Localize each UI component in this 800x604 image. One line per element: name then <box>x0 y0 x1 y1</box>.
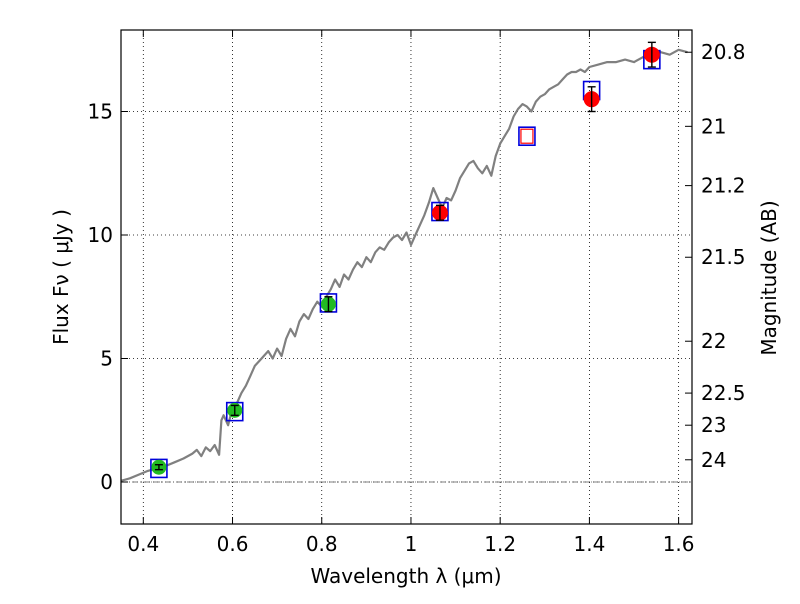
right-axis-label: Magnitude (AB) <box>757 200 781 355</box>
right-tick-label: 21.2 <box>701 174 746 198</box>
y-tick-label: 15 <box>88 100 113 124</box>
y-axis-label: Flux Fν ( μJy ) <box>49 209 73 345</box>
open-marker <box>520 128 534 144</box>
ticks: 0.4 0.6 0.8 1 1.2 1.4 1.6 0 5 10 15 20.8 21 21.2 21.5 2… <box>88 30 746 556</box>
plot-frame <box>120 29 693 525</box>
y-tick-label: 5 <box>100 347 113 371</box>
x-tick-label: 1 <box>405 532 418 556</box>
y-tick-label: 0 <box>100 470 113 494</box>
x-axis-label: Wavelength λ (μm) <box>310 564 501 588</box>
right-tick-label: 20.8 <box>701 40 746 64</box>
y-tick-label: 10 <box>88 223 113 247</box>
photometry-layer <box>151 41 660 475</box>
model-box <box>150 458 168 479</box>
model-box-layer <box>150 49 661 479</box>
x-tick-label: 1.4 <box>573 532 605 556</box>
right-tick-label: 23 <box>701 413 726 437</box>
right-tick-label: 22 <box>701 329 726 353</box>
x-tick-label: 0.4 <box>127 532 159 556</box>
right-tick-label: 22.5 <box>701 381 746 405</box>
right-tick-label: 21.5 <box>701 245 746 269</box>
x-tick-label: 1.2 <box>484 532 516 556</box>
x-tick-label: 1.6 <box>663 532 695 556</box>
model-sed-layer <box>120 48 688 482</box>
model-sed-line <box>120 48 688 482</box>
x-tick-label: 0.6 <box>217 532 249 556</box>
grid <box>121 30 692 524</box>
model-box <box>518 126 536 147</box>
right-tick-label: 21 <box>701 114 726 138</box>
model-box <box>225 401 244 422</box>
x-tick-label: 0.8 <box>306 532 338 556</box>
right-tick-label: 24 <box>701 448 726 472</box>
